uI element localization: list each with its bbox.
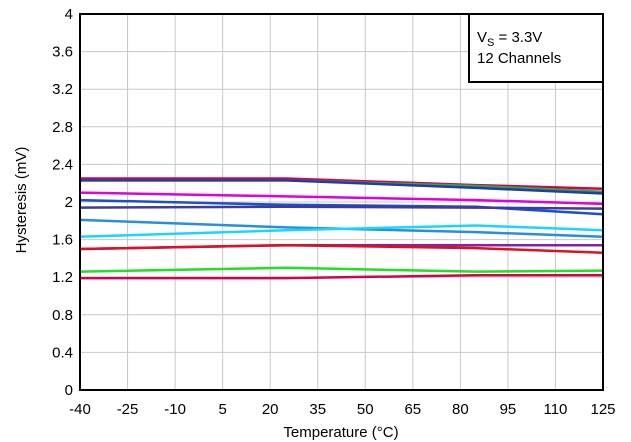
y-tick-label: 0.8 bbox=[52, 307, 73, 324]
series-lines bbox=[79, 177, 604, 280]
y-tick-label: 2.8 bbox=[52, 119, 73, 136]
y-tick-label: 3.6 bbox=[52, 44, 73, 61]
series-line-12 bbox=[80, 274, 603, 280]
series-line-3 bbox=[80, 179, 604, 195]
x-tick-label: 20 bbox=[262, 401, 279, 418]
x-tick-label: 80 bbox=[452, 401, 469, 418]
y-tick-label: 0 bbox=[65, 382, 73, 399]
x-tick-label: 125 bbox=[590, 401, 615, 418]
x-tick-label: 5 bbox=[218, 401, 226, 418]
legend-vs-main: V bbox=[477, 29, 487, 46]
x-tick-label: 110 bbox=[543, 401, 567, 418]
x-tick-label: 35 bbox=[309, 401, 326, 418]
x-tick-label: -40 bbox=[69, 401, 91, 418]
series-line-7 bbox=[79, 218, 604, 239]
series-line-5 bbox=[79, 198, 604, 216]
y-tick-label: 3.2 bbox=[52, 81, 73, 98]
x-axis-title: Temperature (°C) bbox=[283, 424, 398, 441]
series-line-6 bbox=[79, 205, 604, 210]
plot-frame bbox=[79, 13, 604, 391]
series-line-11 bbox=[79, 266, 604, 273]
x-tick-label: 50 bbox=[357, 401, 374, 418]
legend-line-2: 12 Channels bbox=[477, 50, 561, 67]
legend-vs-value: = 3.3V bbox=[494, 29, 542, 46]
y-tick-label: 0.4 bbox=[52, 344, 73, 361]
y-tick-label: 1.2 bbox=[52, 269, 73, 286]
y-axis-title: Hysteresis (mV) bbox=[13, 147, 30, 254]
series-line-1 bbox=[80, 177, 604, 191]
series-line-8 bbox=[79, 224, 604, 239]
legend-line-1: VS = 3.3V bbox=[477, 29, 542, 49]
x-tick-label: -10 bbox=[164, 401, 186, 418]
y-tick-label: 4 bbox=[65, 6, 73, 23]
y-tick-label: 2.4 bbox=[52, 156, 73, 173]
legend-vs-sub: S bbox=[487, 37, 494, 49]
series-line-4 bbox=[79, 191, 604, 206]
x-tick-label: 95 bbox=[500, 401, 517, 418]
legend-box: VS = 3.3V 12 Channels bbox=[468, 13, 604, 83]
x-tick-labels: -40 -25 -10 5 20 35 50 65 80 95 110 125 bbox=[69, 401, 615, 418]
y-tick-labels: 0 0.4 0.8 1.2 1.6 2 2.4 2.8 3.2 3.6 4 bbox=[52, 6, 73, 399]
legend-frame bbox=[468, 13, 604, 83]
y-tick-label: 1.6 bbox=[52, 232, 73, 249]
series-line-10 bbox=[79, 243, 604, 255]
y-tick-label: 2 bbox=[65, 194, 73, 211]
x-tick-label: -25 bbox=[117, 401, 139, 418]
x-tick-label: 65 bbox=[404, 401, 421, 418]
